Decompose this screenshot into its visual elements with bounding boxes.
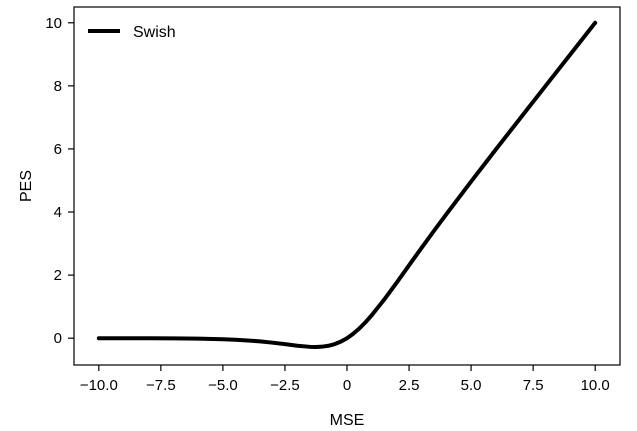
x-tick-label: 10.0	[581, 377, 610, 394]
x-axis-label: MSE	[330, 412, 365, 429]
y-tick-label: 0	[54, 330, 62, 347]
x-tick-label: −2.5	[270, 377, 300, 394]
x-tick-label: −5.0	[208, 377, 238, 394]
x-axis-ticks: −10.0 −7.5 −5.0 −2.5 0 2.5 5.0 7.5 10.0	[80, 365, 610, 394]
legend: Swish	[88, 24, 176, 41]
y-tick-label: 8	[54, 78, 62, 95]
y-tick-label: 2	[54, 267, 62, 284]
x-tick-label: 5.0	[461, 377, 482, 394]
y-tick-label: 4	[54, 204, 62, 221]
legend-label-swish: Swish	[133, 24, 176, 41]
y-axis-label: PES	[18, 170, 35, 202]
x-tick-label: 0	[343, 377, 351, 394]
x-tick-label: −7.5	[146, 377, 176, 394]
series-line-swish	[96, 20, 598, 349]
x-tick-label: −10.0	[80, 377, 118, 394]
y-tick-label: 10	[45, 15, 62, 32]
y-axis-ticks: 0 2 4 6 8 10	[45, 15, 74, 347]
y-tick-label: 6	[54, 141, 62, 158]
series-layer	[96, 20, 598, 349]
x-tick-label: 7.5	[523, 377, 544, 394]
plot-frame	[73, 6, 621, 366]
x-tick-label: 2.5	[399, 377, 420, 394]
